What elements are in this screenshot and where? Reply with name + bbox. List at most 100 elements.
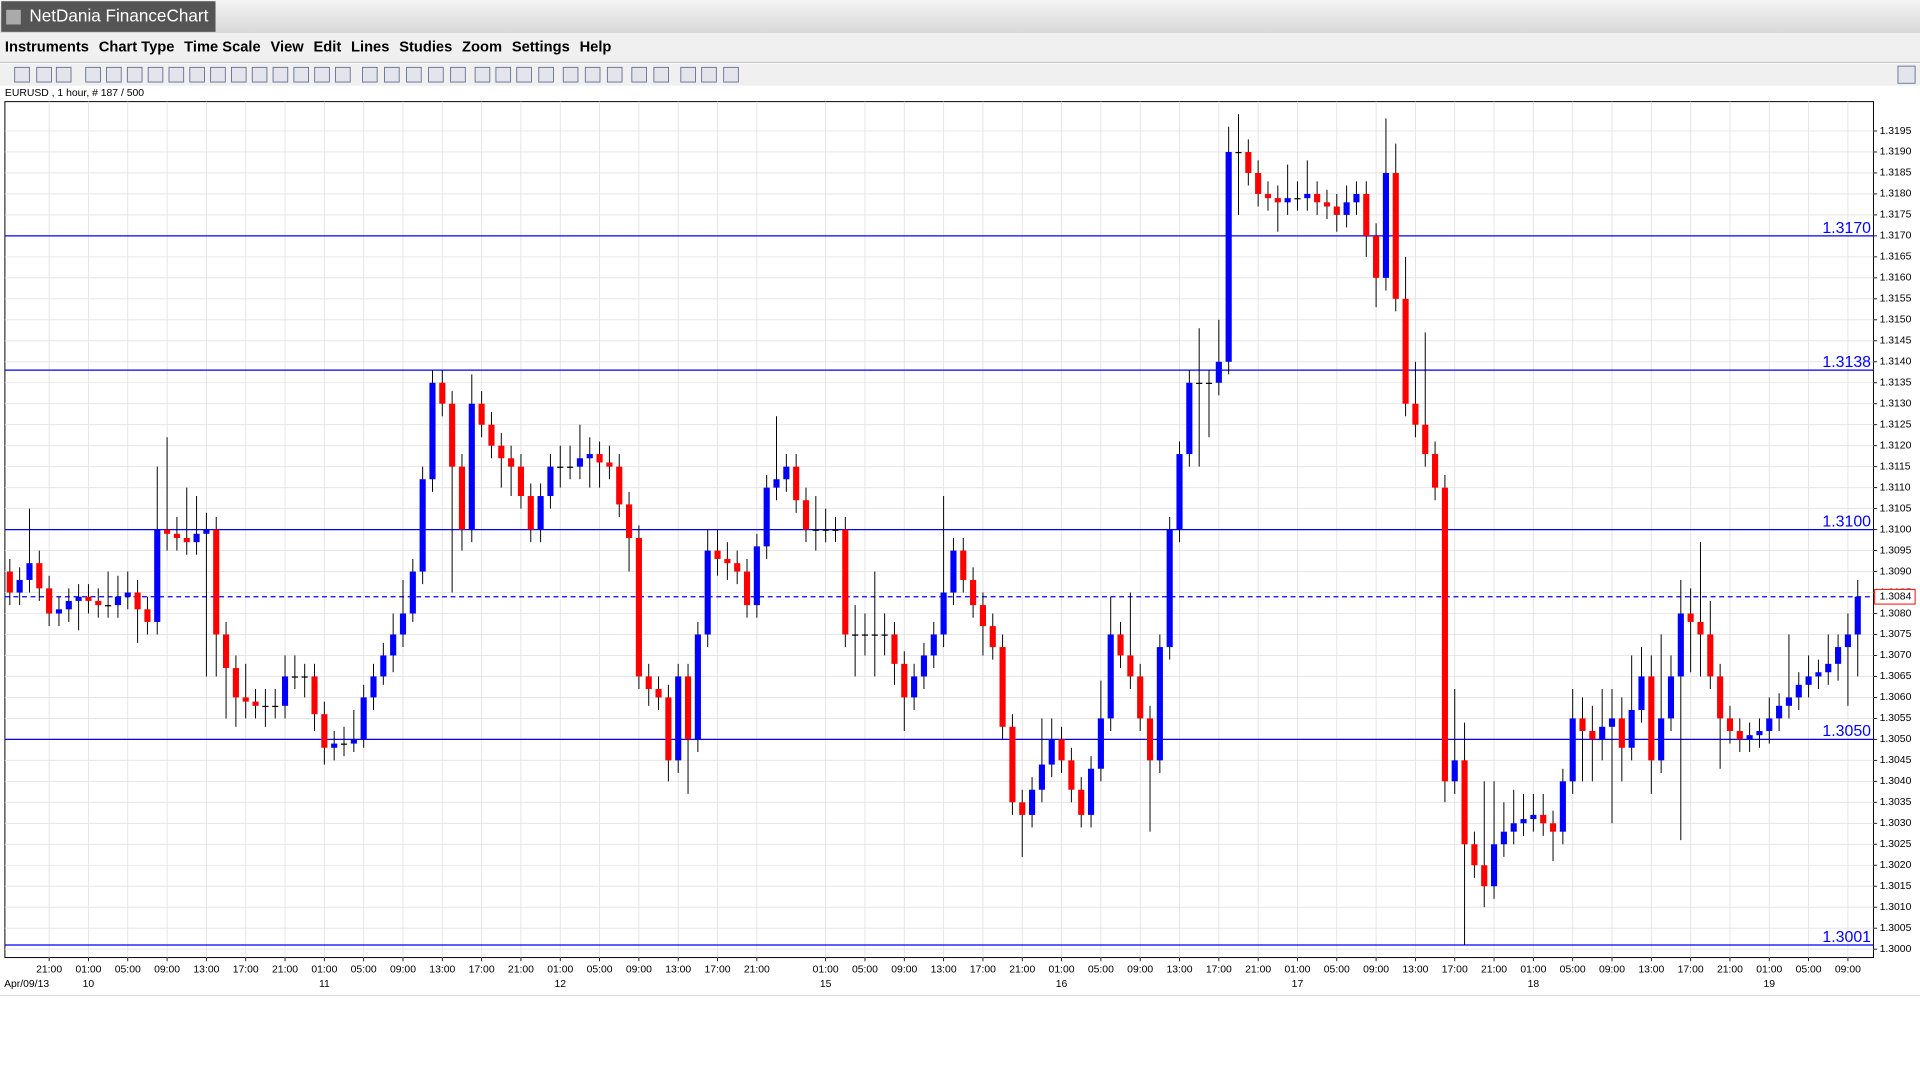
y-tick-label: 1.3075 <box>1880 629 1912 640</box>
candle-body <box>1589 730 1596 740</box>
tool-button[interactable] <box>189 66 205 83</box>
tool-button[interactable] <box>85 66 101 83</box>
menu-item[interactable]: View <box>270 40 304 56</box>
tool-button[interactable] <box>147 66 164 83</box>
tool-button[interactable] <box>653 66 670 83</box>
menu-item[interactable]: Lines <box>351 40 389 56</box>
tool-button[interactable] <box>516 66 532 83</box>
candle-body <box>1107 634 1114 719</box>
candle-body <box>1205 382 1213 384</box>
candle-body <box>380 655 387 677</box>
candle-body <box>1579 718 1586 731</box>
tool-button[interactable] <box>1897 65 1916 84</box>
candle-body <box>1225 151 1232 362</box>
tool-button[interactable] <box>450 66 466 83</box>
tool-button[interactable] <box>495 66 512 83</box>
tool-button[interactable] <box>562 66 579 83</box>
y-tick-label: 1.3070 <box>1880 650 1912 661</box>
candle-body <box>1795 684 1802 698</box>
candle-body <box>1844 634 1851 648</box>
candle-body <box>684 676 692 740</box>
menu-item[interactable]: Chart Type <box>99 40 175 56</box>
y-tick-label: 1.3065 <box>1880 671 1912 682</box>
y-tick-label: 1.3035 <box>1880 797 1912 808</box>
candle-body <box>213 529 220 635</box>
x-tick-label: 09:00 <box>390 965 416 976</box>
date-label: 10 <box>83 979 95 990</box>
menu-item[interactable]: Settings <box>512 40 570 56</box>
tool-button[interactable] <box>701 66 717 83</box>
tool-button[interactable] <box>126 66 143 83</box>
tool-button[interactable] <box>168 66 185 83</box>
menu-item[interactable]: Zoom <box>462 40 502 56</box>
tool-button[interactable] <box>251 66 268 83</box>
tool-button[interactable] <box>723 66 739 83</box>
tool-button[interactable] <box>14 66 30 83</box>
tool-button[interactable] <box>272 66 289 83</box>
tool-button[interactable] <box>474 66 491 83</box>
y-tick-label: 1.3000 <box>1880 944 1912 955</box>
level-label: 1.3138 <box>1822 354 1871 371</box>
menu-item[interactable]: Help <box>580 40 612 56</box>
tool-button[interactable] <box>631 66 647 83</box>
candle-body <box>950 550 957 593</box>
candle-body <box>252 701 259 706</box>
candle-body <box>1078 789 1085 815</box>
tool-button[interactable] <box>314 66 330 83</box>
candle-body <box>1382 172 1389 278</box>
x-tick-label: 17:00 <box>1442 965 1468 976</box>
candle-body <box>970 579 977 606</box>
tool-button[interactable] <box>335 66 351 83</box>
tool-button[interactable] <box>606 66 623 83</box>
x-tick-label: 09:00 <box>891 965 917 976</box>
tool-button[interactable] <box>55 66 72 83</box>
tool-button[interactable] <box>362 66 378 83</box>
x-tick-label: 01:00 <box>1756 965 1782 976</box>
tool-button[interactable] <box>584 66 601 83</box>
candle-body <box>1520 819 1527 824</box>
menu-item[interactable]: Edit <box>313 40 341 56</box>
y-tick-label: 1.3010 <box>1880 902 1912 913</box>
tool-button[interactable] <box>36 66 52 83</box>
tool-button[interactable] <box>680 66 696 83</box>
candle-body <box>1687 613 1694 622</box>
candle-body <box>852 634 859 636</box>
candle-body <box>1235 151 1242 154</box>
x-tick-label: 13:00 <box>1167 965 1193 976</box>
tool-button[interactable] <box>231 66 247 83</box>
date-label: 11 <box>319 979 330 990</box>
tool-button[interactable] <box>538 66 554 83</box>
candle-body <box>1432 454 1439 488</box>
candle-body <box>1373 235 1380 278</box>
menu-item[interactable]: Studies <box>399 40 452 56</box>
instrument-label: EURUSD , 1 hour, # 187 / 500 <box>5 88 144 99</box>
date-label: 18 <box>1528 979 1540 990</box>
candle-body <box>124 592 131 597</box>
level-label: 1.3100 <box>1822 513 1871 530</box>
candle-body <box>586 454 593 459</box>
candle-body <box>822 529 829 531</box>
tool-button[interactable] <box>210 66 226 83</box>
menu-item[interactable]: Time Scale <box>184 40 260 56</box>
tool-button[interactable] <box>406 66 422 83</box>
y-tick-label: 1.3140 <box>1880 357 1912 368</box>
x-tick-label: 01:00 <box>1520 965 1546 976</box>
y-tick-label: 1.3095 <box>1880 545 1912 556</box>
candle-body <box>1392 172 1399 299</box>
tool-button[interactable] <box>428 66 444 83</box>
y-tick-label: 1.3040 <box>1880 776 1912 787</box>
menu-item[interactable]: Instruments <box>5 40 89 56</box>
x-tick-label: 21:00 <box>508 965 534 976</box>
y-tick-label: 1.3105 <box>1880 503 1912 514</box>
tool-button[interactable] <box>106 66 122 83</box>
candle-body <box>1186 382 1193 455</box>
candle-body <box>960 550 967 580</box>
candle-body <box>439 382 446 404</box>
tool-button[interactable] <box>384 66 400 83</box>
x-tick-label: 13:00 <box>931 965 957 976</box>
candle-body <box>134 592 141 610</box>
candle-body <box>675 676 682 761</box>
tool-button[interactable] <box>293 66 309 83</box>
y-tick-label: 1.3030 <box>1880 818 1912 829</box>
candle-body <box>626 504 633 538</box>
